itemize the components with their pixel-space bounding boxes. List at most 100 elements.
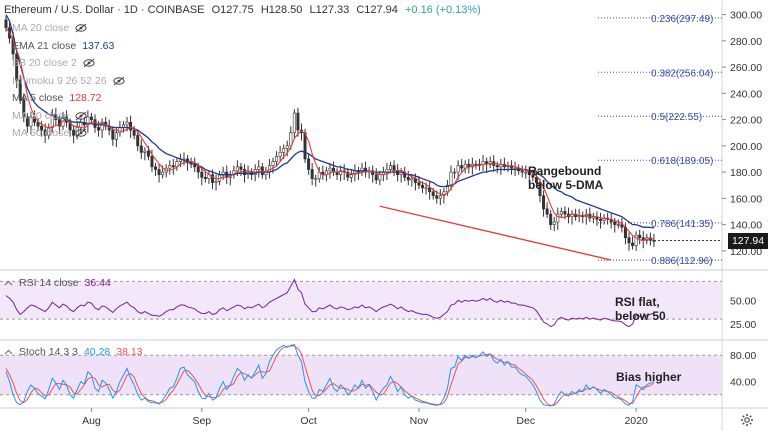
ma5-line <box>5 27 655 241</box>
candle-down <box>307 158 311 170</box>
candle-up <box>388 165 392 170</box>
candle-down <box>260 166 264 176</box>
candle-down <box>68 121 72 131</box>
candle-up <box>285 145 289 149</box>
annotation-main-text: Rangebound below 5-DMA <box>528 164 604 192</box>
high-value: H128.50 <box>260 4 303 16</box>
candle-up <box>114 132 118 140</box>
collapse-icon[interactable] <box>4 348 13 357</box>
legend-label: BB 20 close 2 <box>12 57 77 69</box>
candle-up <box>235 166 239 172</box>
rsi-band <box>0 281 722 320</box>
price-tick-label: 180.00 <box>730 167 762 179</box>
hidden-eye-icon[interactable] <box>75 23 87 33</box>
candle-down <box>210 174 214 183</box>
candle-down <box>406 177 410 181</box>
price-tick-label: 220.00 <box>730 115 762 127</box>
hidden-eye-icon[interactable] <box>113 76 125 86</box>
rsi-legend: RSI 14 close 36.44 <box>4 277 111 289</box>
stoch-legend: Stoch 14 3 3 40.28 38.13 <box>4 346 143 358</box>
candle-down <box>72 129 76 136</box>
price-tick-label: 160.00 <box>730 193 762 205</box>
candle-down <box>631 242 635 246</box>
candle-up <box>453 171 457 174</box>
candle-up <box>634 234 638 246</box>
annotation-rsi-text: RSI flat, below 50 <box>615 295 666 323</box>
candle-up <box>317 171 321 179</box>
candle-up <box>214 180 218 183</box>
time-tick-label: Nov <box>410 415 429 427</box>
legend-row: Ichimoku 9 26 52 26 <box>12 75 125 87</box>
candle-down <box>97 127 101 131</box>
candle-down <box>545 208 549 215</box>
fib-label: 0.236(297.49) <box>651 14 713 25</box>
candle-down <box>40 125 44 131</box>
rsi-legend-label: RSI 14 close <box>19 277 79 289</box>
annotation-stoch: Bias higher <box>616 370 681 384</box>
candle-up <box>271 161 275 166</box>
hidden-eye-icon[interactable] <box>75 111 87 121</box>
candle-up <box>207 174 211 179</box>
candle-up <box>168 165 172 169</box>
annotation-main: Rangebound below 5-DMA <box>528 164 603 192</box>
change-value: +0.16 (+0.13%) <box>404 4 481 16</box>
time-tick-label: 2020 <box>624 415 648 427</box>
rsi-tick-label: 25.00 <box>730 319 756 331</box>
legend-row: MA 20 close <box>12 22 87 34</box>
gear-icon[interactable] <box>740 413 754 427</box>
candle-down <box>520 170 524 173</box>
trendline <box>379 205 612 261</box>
candle-up <box>282 148 286 153</box>
low-value: L127.33 <box>309 4 350 16</box>
candle-down <box>638 234 642 239</box>
candle-down <box>93 119 97 128</box>
legend-label: EMA 21 close <box>12 39 77 52</box>
candle-down <box>203 177 207 179</box>
candle-down <box>542 195 546 210</box>
candle-down <box>25 116 29 127</box>
stoch-tick-label: 80.00 <box>730 350 756 362</box>
candle-up <box>410 178 414 181</box>
hidden-eye-icon[interactable] <box>83 58 95 68</box>
price-tick-label: 280.00 <box>730 36 762 48</box>
candle-up <box>118 127 122 134</box>
legend-row: BB 20 close 2 <box>12 57 95 69</box>
candle-down <box>154 166 158 170</box>
annotation-stoch-text: Bias higher <box>616 370 682 384</box>
candle-down <box>374 174 378 181</box>
candle-down <box>296 112 300 131</box>
candle-down <box>428 187 432 193</box>
legend-row: MA 5 close 128.72 <box>12 92 101 104</box>
candle-up <box>161 171 165 176</box>
candle-down <box>150 156 154 168</box>
candle-down <box>18 79 22 101</box>
time-tick-label: Sep <box>192 415 211 427</box>
candle-down <box>15 53 19 81</box>
candle-down <box>129 121 133 131</box>
candle-up <box>424 187 428 190</box>
collapse-icon[interactable] <box>4 279 13 288</box>
candle-down <box>22 99 26 118</box>
time-tick-label: Aug <box>82 415 101 427</box>
stoch-k-line <box>5 344 655 407</box>
price-tick-label: 240.00 <box>730 88 762 100</box>
candle-down <box>538 182 542 197</box>
stoch-d-line <box>5 345 655 406</box>
close-value: C127.94 <box>356 4 398 16</box>
candle-down <box>196 166 200 173</box>
legend-label: MA 5 close <box>12 92 64 104</box>
candle-down <box>549 213 553 225</box>
candle-down <box>531 174 535 178</box>
hidden-eye-icon[interactable] <box>75 128 87 138</box>
candle-down <box>613 221 617 225</box>
candle-down <box>495 165 499 168</box>
current-price-tag: 127.94 <box>728 233 768 249</box>
stoch-legend-label: Stoch 14 3 3 <box>19 346 78 358</box>
candle-down <box>89 116 93 120</box>
candle-up <box>257 166 261 170</box>
legend-label: Ichimoku 9 26 52 26 <box>12 74 107 87</box>
candle-up <box>552 221 556 225</box>
candle-up <box>524 171 528 174</box>
candle-down <box>111 129 115 140</box>
